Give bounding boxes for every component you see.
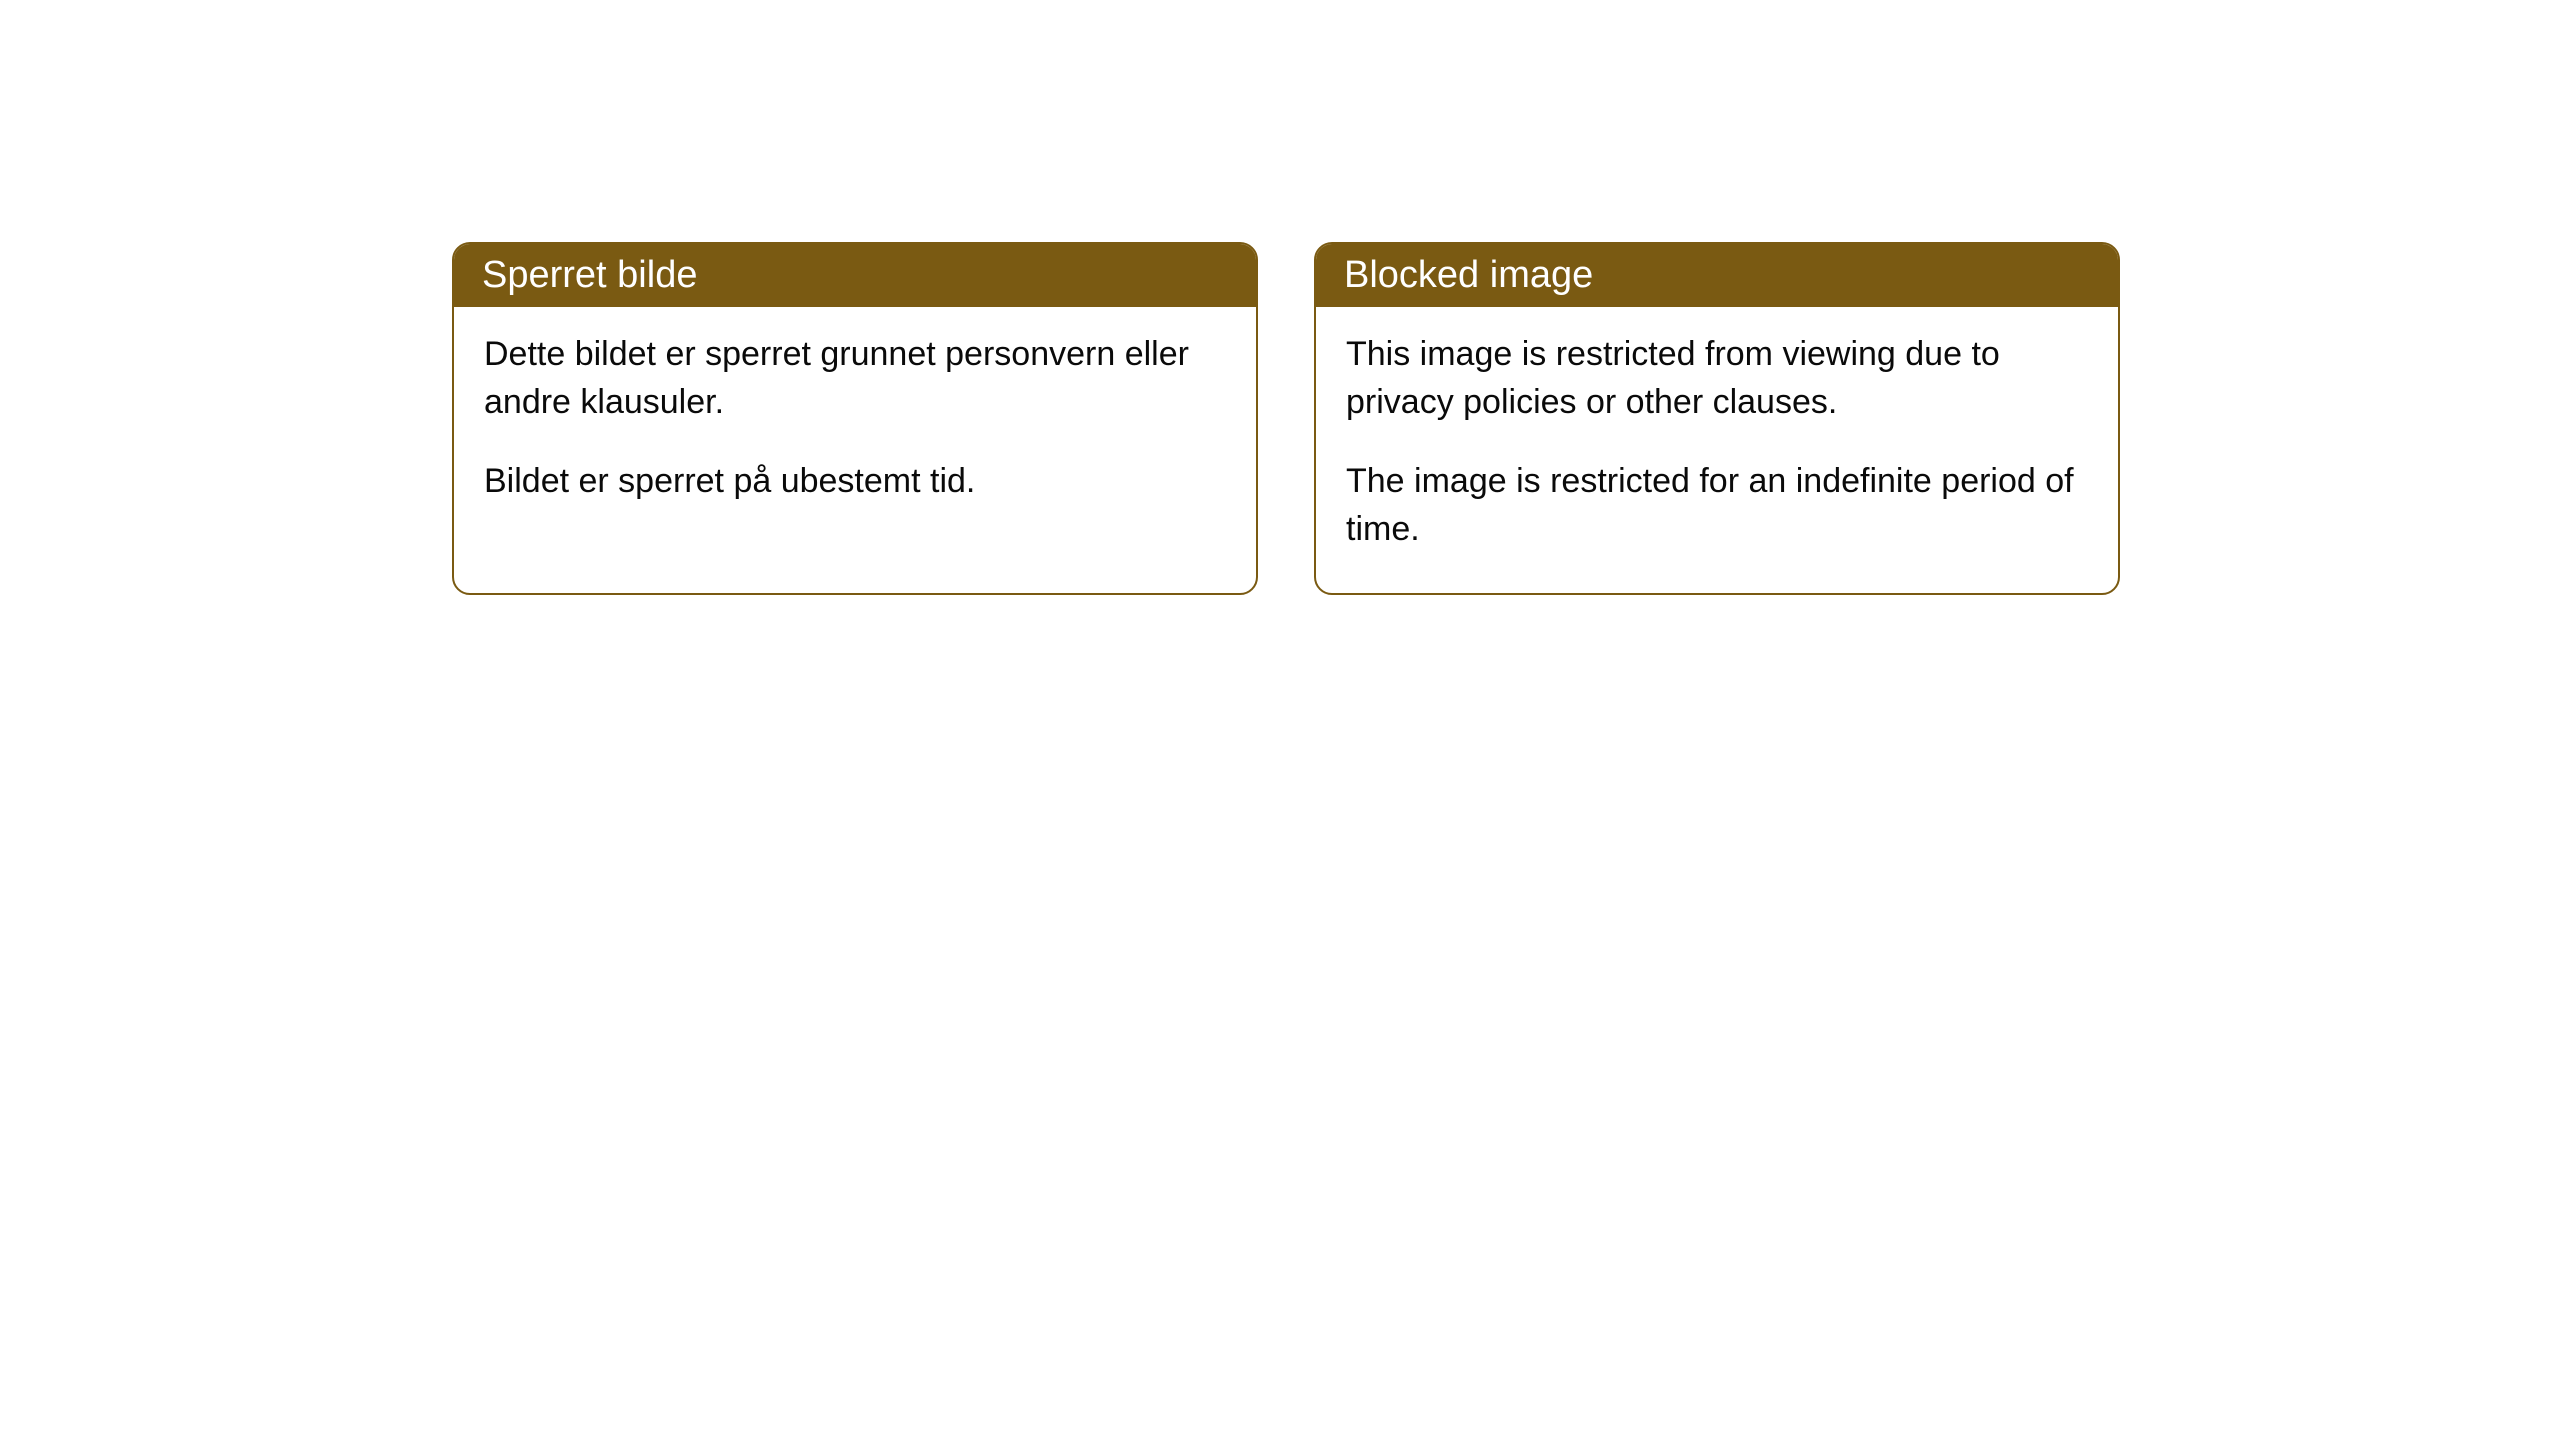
card-body-no: Dette bildet er sperret grunnet personve… <box>454 307 1256 546</box>
card-title: Blocked image <box>1344 254 1593 296</box>
card-paragraph: The image is restricted for an indefinit… <box>1346 458 2088 553</box>
notice-cards-container: Sperret bilde Dette bildet er sperret gr… <box>452 242 2120 595</box>
card-paragraph: This image is restricted from viewing du… <box>1346 331 2088 426</box>
card-header-en: Blocked image <box>1316 244 2118 307</box>
blocked-image-card-en: Blocked image This image is restricted f… <box>1314 242 2120 595</box>
card-body-en: This image is restricted from viewing du… <box>1316 307 2118 593</box>
card-header-no: Sperret bilde <box>454 244 1256 307</box>
card-paragraph: Dette bildet er sperret grunnet personve… <box>484 331 1226 426</box>
card-title: Sperret bilde <box>482 254 697 296</box>
card-paragraph: Bildet er sperret på ubestemt tid. <box>484 458 1226 506</box>
blocked-image-card-no: Sperret bilde Dette bildet er sperret gr… <box>452 242 1258 595</box>
